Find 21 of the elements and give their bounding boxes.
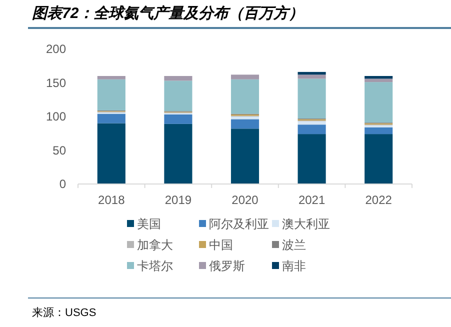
legend-label: 南非	[282, 259, 306, 273]
source-note: 来源：USGS	[32, 306, 96, 319]
y-tick-label: 200	[46, 42, 66, 56]
x-tick-label: 2018	[98, 193, 126, 207]
y-tick-label: 150	[46, 76, 66, 90]
legend-label: 澳大利亚	[282, 217, 330, 231]
legend-label: 卡塔尔	[137, 259, 173, 273]
x-tick-label: 2019	[164, 193, 192, 207]
x-tick-label: 2021	[298, 193, 326, 207]
chart-title: 图表72：全球氦气产量及分布（百万方）	[32, 4, 304, 22]
legend-label: 美国	[137, 217, 161, 231]
x-tick-label: 2020	[232, 193, 259, 207]
x-tick-label: 2022	[365, 193, 392, 207]
legend-label: 加拿大	[137, 238, 173, 252]
legend-label: 中国	[209, 238, 233, 252]
y-tick-label: 0	[59, 177, 66, 191]
y-tick-label: 100	[46, 110, 66, 124]
legend-label: 俄罗斯	[209, 259, 245, 273]
y-tick-label: 50	[52, 143, 66, 158]
legend-label: 阿尔及利亚	[209, 217, 269, 231]
legend-label: 波兰	[282, 238, 306, 252]
